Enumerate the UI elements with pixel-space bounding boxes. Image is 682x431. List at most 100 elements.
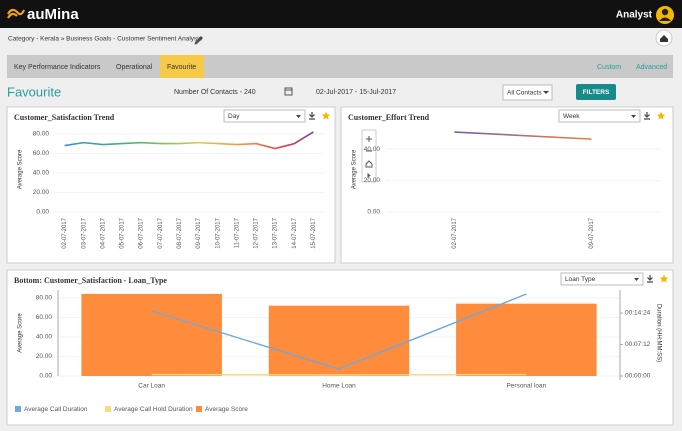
x-tick-label: 14-07-2017 xyxy=(292,217,298,248)
zoom-in[interactable] xyxy=(366,136,372,142)
tab-link[interactable]: Advanced xyxy=(636,64,667,71)
breadcrumb: Category - Kerala » Business Goals - Cus… xyxy=(8,36,203,43)
y-tick-label: 20.00 xyxy=(33,189,50,196)
legend-label[interactable]: Average Call Duration xyxy=(24,406,88,413)
y2-axis-label: Duration (HH:MM:SS) xyxy=(655,304,661,362)
y-tick-label: 20.00 xyxy=(36,353,53,360)
y-tick-label: 80.00 xyxy=(33,131,50,138)
x-tick-label: 15-07-2017 xyxy=(311,217,317,248)
select-arrow xyxy=(296,115,301,118)
chart-select-value[interactable]: Loan Type xyxy=(565,276,596,283)
panel xyxy=(6,106,336,264)
x-tick-label: 05-07-2017 xyxy=(120,217,126,248)
y-tick-label: 40.00 xyxy=(364,146,381,153)
chart-select[interactable] xyxy=(223,109,306,123)
chart-select-value[interactable]: Day xyxy=(228,113,240,120)
y-tick-label: 0.00 xyxy=(367,209,380,216)
tab-link[interactable]: Custom xyxy=(597,64,621,71)
legend-swatch[interactable] xyxy=(105,406,111,412)
contact-select[interactable] xyxy=(502,84,553,101)
x-tick-label: 02-07-2017 xyxy=(62,217,68,248)
page-title: Favourite xyxy=(7,84,61,99)
legend-label[interactable]: Average Score xyxy=(205,406,248,413)
legend-swatch[interactable] xyxy=(15,406,21,412)
download-icon[interactable] xyxy=(309,112,315,120)
y-axis-label: Average Score xyxy=(352,149,358,189)
y-tick-label: 80.00 xyxy=(36,295,53,302)
x-tick-label: Personal loan xyxy=(506,383,546,390)
favourite-star[interactable] xyxy=(321,111,331,120)
y-tick-label: 0.00 xyxy=(36,209,49,216)
favourite-star[interactable] xyxy=(656,111,666,120)
x-tick-label: 09-07-2017 xyxy=(589,217,595,248)
download-icon[interactable] xyxy=(644,112,650,120)
y-tick-label: 60.00 xyxy=(33,150,50,157)
logo-text: auMina xyxy=(27,6,79,23)
y2-tick-label: 00:14:24 xyxy=(625,310,651,317)
download-icon[interactable] xyxy=(647,275,653,283)
x-tick-label: Car Loan xyxy=(138,383,165,390)
x-tick-label: 13-07-2017 xyxy=(273,217,279,248)
avatar-head xyxy=(661,8,669,16)
legend-label[interactable]: Average Call Hold Duration xyxy=(114,406,193,413)
x-tick-label: 08-07-2017 xyxy=(177,217,183,248)
y-tick-label: 40.00 xyxy=(36,334,53,341)
bar xyxy=(268,305,410,376)
contact-filter[interactable]: All Contacts xyxy=(507,90,542,97)
y-tick-label: 0.00 xyxy=(39,373,52,380)
pan-right[interactable] xyxy=(367,173,371,178)
tab[interactable]: Favourite xyxy=(167,64,196,71)
x-tick-label: 07-07-2017 xyxy=(158,217,164,248)
trend-line xyxy=(64,131,314,150)
active-tab[interactable] xyxy=(160,55,204,78)
x-tick-label: Home Loan xyxy=(322,383,356,390)
y-axis-label: Average Score xyxy=(18,149,24,189)
panel-title: Customer_Effort Trend xyxy=(348,113,430,122)
x-tick-label: 09-07-2017 xyxy=(196,217,202,248)
logo-icon xyxy=(7,8,26,19)
date-range[interactable]: 02-Jul-2017 - 15-Jul-2017 xyxy=(316,89,396,96)
chart-select[interactable] xyxy=(560,272,644,286)
filters-label[interactable]: FILTERS xyxy=(583,89,610,96)
user-name[interactable]: Analyst xyxy=(616,10,653,21)
x-tick-label: 10-07-2017 xyxy=(215,217,221,248)
x-tick-label: 04-07-2017 xyxy=(100,217,106,248)
bar xyxy=(81,293,222,376)
panel-title: Bottom: Customer_Satisfaction - Loan_Typ… xyxy=(14,276,167,285)
avatar-body xyxy=(659,17,671,21)
panel xyxy=(340,106,674,264)
x-tick-label: 02-07-2017 xyxy=(452,217,458,248)
legend-swatch[interactable] xyxy=(196,406,202,412)
chart-select[interactable] xyxy=(558,109,641,123)
bar xyxy=(456,303,597,376)
tab[interactable]: Operational xyxy=(116,64,153,71)
y2-tick-label: 00:07:12 xyxy=(625,341,651,348)
y-tick-label: 60.00 xyxy=(36,314,53,321)
y-tick-label: 40.00 xyxy=(33,170,50,177)
tab[interactable]: Key Performance Indicators xyxy=(14,64,101,71)
contacts-count: Number Of Contacts - 240 xyxy=(174,89,256,96)
series-line xyxy=(151,293,527,370)
favourite-star[interactable] xyxy=(659,274,669,283)
select-arrow xyxy=(543,91,549,94)
y-tick-label: 20.00 xyxy=(364,177,381,184)
panel-title: Customer_Satisfaction Trend xyxy=(14,113,115,122)
trend-line xyxy=(454,131,592,140)
x-tick-label: 11-07-2017 xyxy=(234,217,240,248)
x-tick-label: 06-07-2017 xyxy=(139,217,145,248)
x-tick-label: 03-07-2017 xyxy=(81,217,87,248)
x-tick-label: 12-07-2017 xyxy=(254,217,260,248)
top-bar xyxy=(0,0,682,28)
chart-select-value[interactable]: Week xyxy=(563,113,580,120)
filters-button[interactable] xyxy=(576,84,616,100)
y2-tick-label: 00:00:00 xyxy=(625,373,651,380)
home-icon xyxy=(660,35,668,42)
y-axis-label: Average Score xyxy=(18,313,24,353)
select-arrow xyxy=(631,115,636,118)
select-arrow xyxy=(634,278,639,281)
edit-icon[interactable] xyxy=(194,36,204,45)
zoom-controls[interactable] xyxy=(361,129,377,183)
zoom-reset[interactable] xyxy=(365,160,373,168)
